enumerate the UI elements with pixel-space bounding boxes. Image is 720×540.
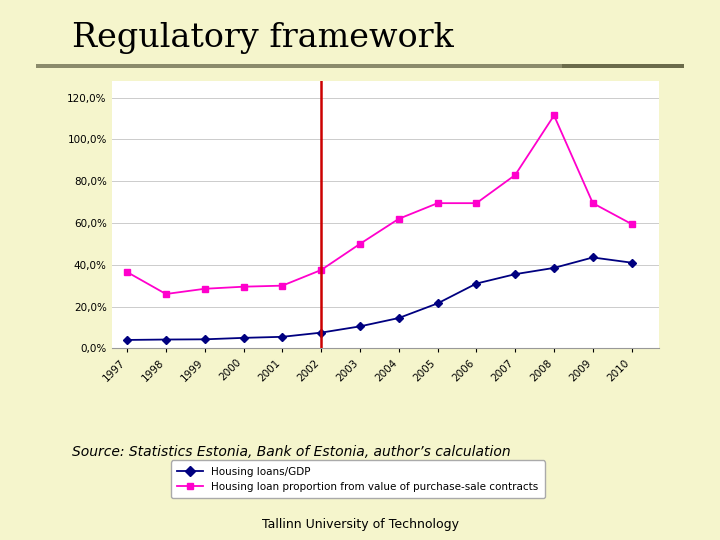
Legend: Housing loans/GDP, Housing loan proportion from value of purchase-sale contracts: Housing loans/GDP, Housing loan proporti… <box>171 461 545 498</box>
Text: Tallinn University of Technology: Tallinn University of Technology <box>261 518 459 531</box>
Text: Source: Statistics Estonia, Bank of Estonia, author’s calculation: Source: Statistics Estonia, Bank of Esto… <box>72 446 510 460</box>
Text: Regulatory framework: Regulatory framework <box>72 22 454 53</box>
